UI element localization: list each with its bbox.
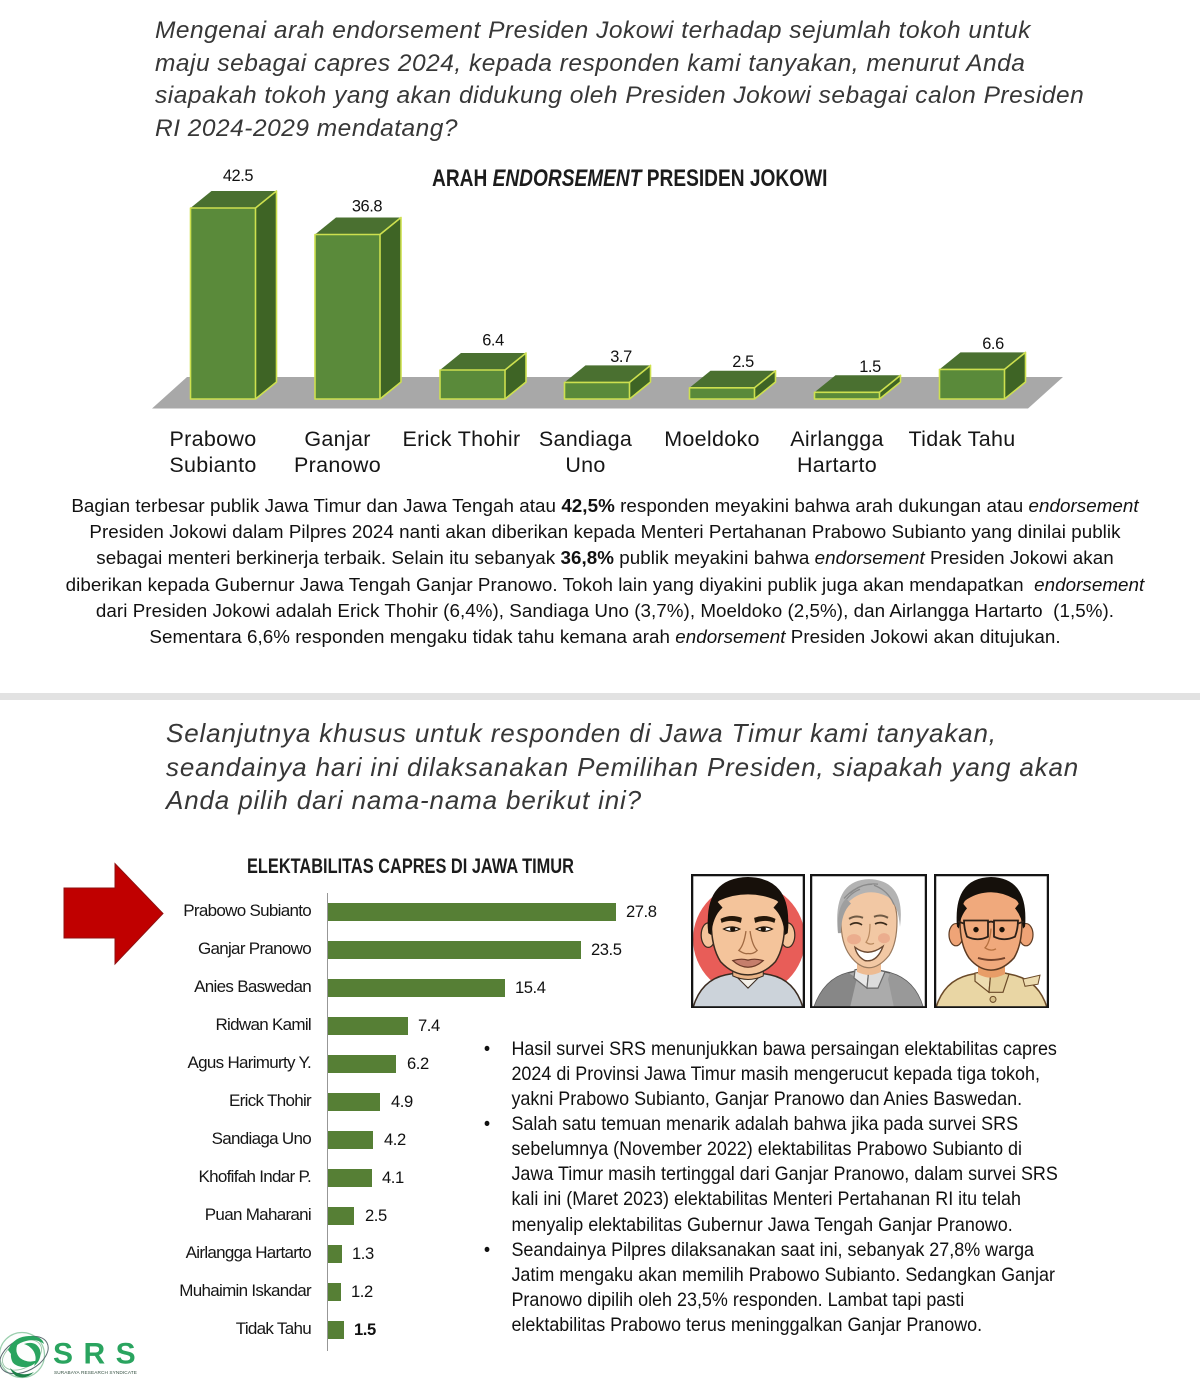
- svg-text:SURABAYA RESEARCH SYNDICATE: SURABAYA RESEARCH SYNDICATE: [54, 1370, 137, 1375]
- svg-text:2.5: 2.5: [732, 353, 754, 371]
- svg-text:36.8: 36.8: [352, 198, 383, 216]
- svg-text:6.4: 6.4: [482, 332, 504, 350]
- svg-text:3.7: 3.7: [610, 348, 632, 366]
- svg-text:SRS: SRS: [53, 1338, 146, 1371]
- svg-text:1.5: 1.5: [859, 358, 881, 376]
- svg-text:6.6: 6.6: [982, 335, 1004, 353]
- svg-text:42.5: 42.5: [223, 167, 254, 185]
